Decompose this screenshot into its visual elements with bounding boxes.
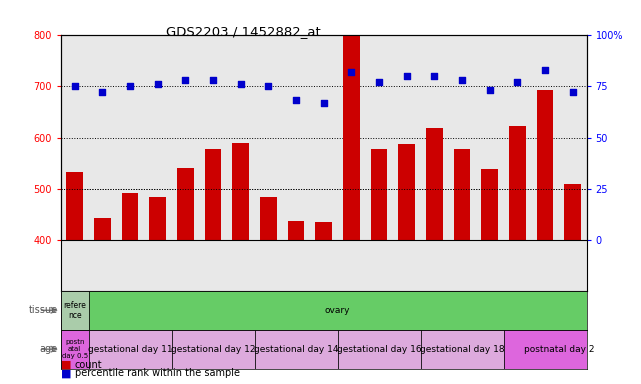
Bar [315, 222, 332, 240]
Text: gestational day 18: gestational day 18 [420, 345, 504, 354]
Bar [177, 169, 194, 240]
Point [153, 81, 163, 87]
Text: postnatal day 2: postnatal day 2 [524, 345, 594, 354]
Bar [149, 197, 166, 240]
Bar [204, 149, 221, 240]
Point [457, 77, 467, 83]
Bar [61, 330, 88, 369]
Point [401, 73, 412, 79]
Bar [370, 149, 387, 240]
Point [567, 89, 578, 95]
Point [125, 83, 135, 89]
Text: ovary: ovary [325, 306, 350, 315]
Text: GDS2203 / 1452882_at: GDS2203 / 1452882_at [166, 25, 321, 38]
Bar [426, 128, 443, 240]
Point [180, 77, 190, 83]
Point [346, 69, 356, 75]
Point [208, 77, 218, 83]
Text: gestational day 11: gestational day 11 [88, 345, 172, 354]
Bar [94, 218, 111, 240]
Point [319, 99, 329, 106]
Text: ■: ■ [61, 360, 71, 370]
Text: gestational day 14: gestational day 14 [254, 345, 338, 354]
Text: refere
nce: refere nce [63, 301, 86, 320]
Text: gestational day 16: gestational day 16 [337, 345, 421, 354]
Bar [61, 291, 88, 330]
Bar [88, 330, 172, 369]
Point [485, 87, 495, 93]
Text: percentile rank within the sample: percentile rank within the sample [75, 368, 240, 378]
Bar [172, 330, 254, 369]
Bar [504, 330, 614, 369]
Bar [481, 169, 498, 240]
Text: count: count [75, 360, 103, 370]
Bar [564, 184, 581, 240]
Point [70, 83, 80, 89]
Text: ■: ■ [61, 368, 71, 378]
Point [512, 79, 522, 85]
Bar [254, 330, 338, 369]
Point [374, 79, 384, 85]
Bar [537, 89, 553, 240]
Point [263, 83, 274, 89]
Bar [509, 126, 526, 240]
Text: age: age [40, 344, 58, 354]
Text: tissue: tissue [29, 305, 58, 315]
Bar [260, 197, 277, 240]
Text: gestational day 12: gestational day 12 [171, 345, 255, 354]
Bar [338, 330, 420, 369]
Bar [288, 222, 304, 240]
Bar [233, 143, 249, 240]
Bar [343, 35, 360, 240]
Bar [420, 330, 504, 369]
Bar [67, 172, 83, 240]
Bar [454, 149, 470, 240]
Point [429, 73, 440, 79]
Bar [399, 144, 415, 240]
Point [291, 98, 301, 104]
Point [97, 89, 108, 95]
Text: postn
atal
day 0.5: postn atal day 0.5 [62, 339, 88, 359]
Point [236, 81, 246, 87]
Bar [122, 193, 138, 240]
Point [540, 66, 550, 73]
